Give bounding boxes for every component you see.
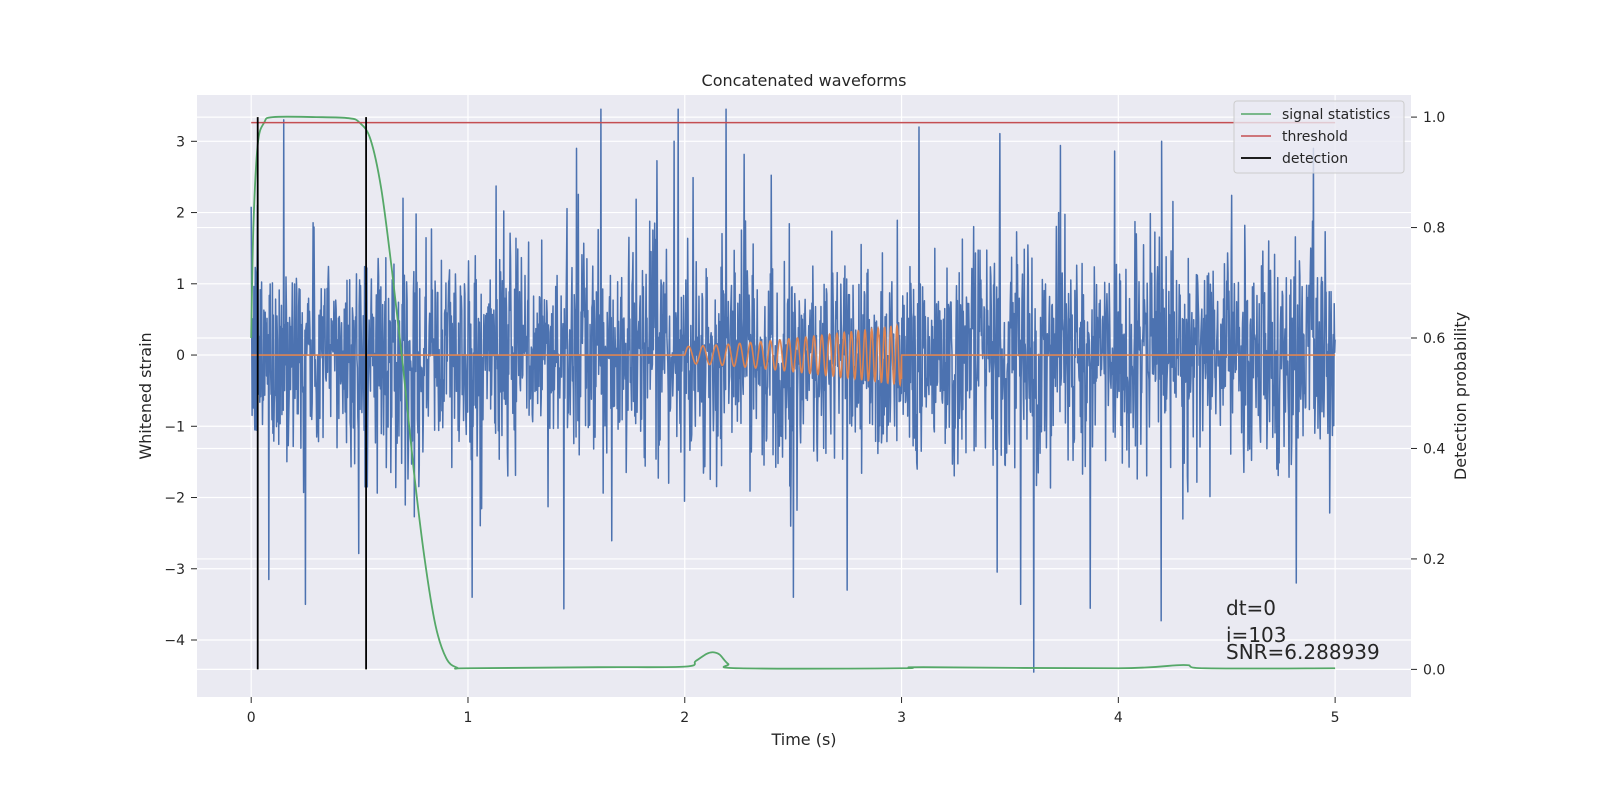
annotation-dt: dt=0	[1226, 596, 1276, 620]
y-tick-label: −3	[164, 562, 185, 578]
y-tick-label: −1	[164, 419, 185, 435]
x-tick-label: 0	[247, 710, 256, 726]
chart-title: Concatenated waveforms	[702, 71, 907, 90]
annotation-index: i=103	[1226, 623, 1287, 647]
legend-label-signal-statistics: signal statistics	[1282, 107, 1390, 123]
x-axis-label: Time (s)	[770, 730, 836, 749]
y-tick-label: −2	[164, 491, 185, 507]
detection-series	[256, 117, 367, 670]
legend-label-threshold: threshold	[1282, 129, 1348, 145]
legend: signal statistics threshold detection	[1233, 100, 1405, 174]
y2-tick-label: 0.4	[1423, 441, 1445, 457]
legend-label-detection: detection	[1282, 151, 1348, 167]
x-tick-label: 3	[897, 710, 906, 726]
chirp-line	[251, 322, 1336, 388]
y-tick-label: 0	[176, 348, 185, 364]
x-tick-label: 1	[464, 710, 473, 726]
x-tick-label: 2	[680, 710, 689, 726]
annotation-snr: SNR=6.288939	[1226, 640, 1380, 664]
chirp-series	[251, 322, 1336, 388]
y2-tick-label: 0.2	[1423, 552, 1445, 568]
signal-statistics-series	[250, 115, 1336, 670]
noise-line	[250, 108, 1336, 673]
y2-axis-label: Detection probability	[1451, 312, 1470, 480]
y-axis-label: Whitened strain	[136, 332, 155, 459]
x-tick-label: 4	[1114, 710, 1123, 726]
noise-series	[250, 108, 1336, 673]
y2-tick-label: 0.8	[1423, 221, 1445, 237]
axis-ticks: 0 1 2 3 4 5 3 2 1 0 −1 −2 −3 −4 1.0 0.8 0.6 0.4 0.2 0.0	[164, 110, 1445, 726]
y2-tick-label: 0.6	[1423, 331, 1445, 347]
y-tick-label: 1	[176, 277, 185, 293]
legend-box	[1233, 100, 1405, 174]
y-tick-label: 3	[176, 134, 185, 150]
y2-tick-label: 0.0	[1423, 662, 1445, 678]
signal-statistics-line	[250, 115, 1336, 670]
y-tick-label: −4	[164, 633, 185, 649]
y2-tick-label: 1.0	[1423, 110, 1445, 126]
x-tick-label: 5	[1331, 710, 1340, 726]
y-tick-label: 2	[176, 206, 185, 222]
